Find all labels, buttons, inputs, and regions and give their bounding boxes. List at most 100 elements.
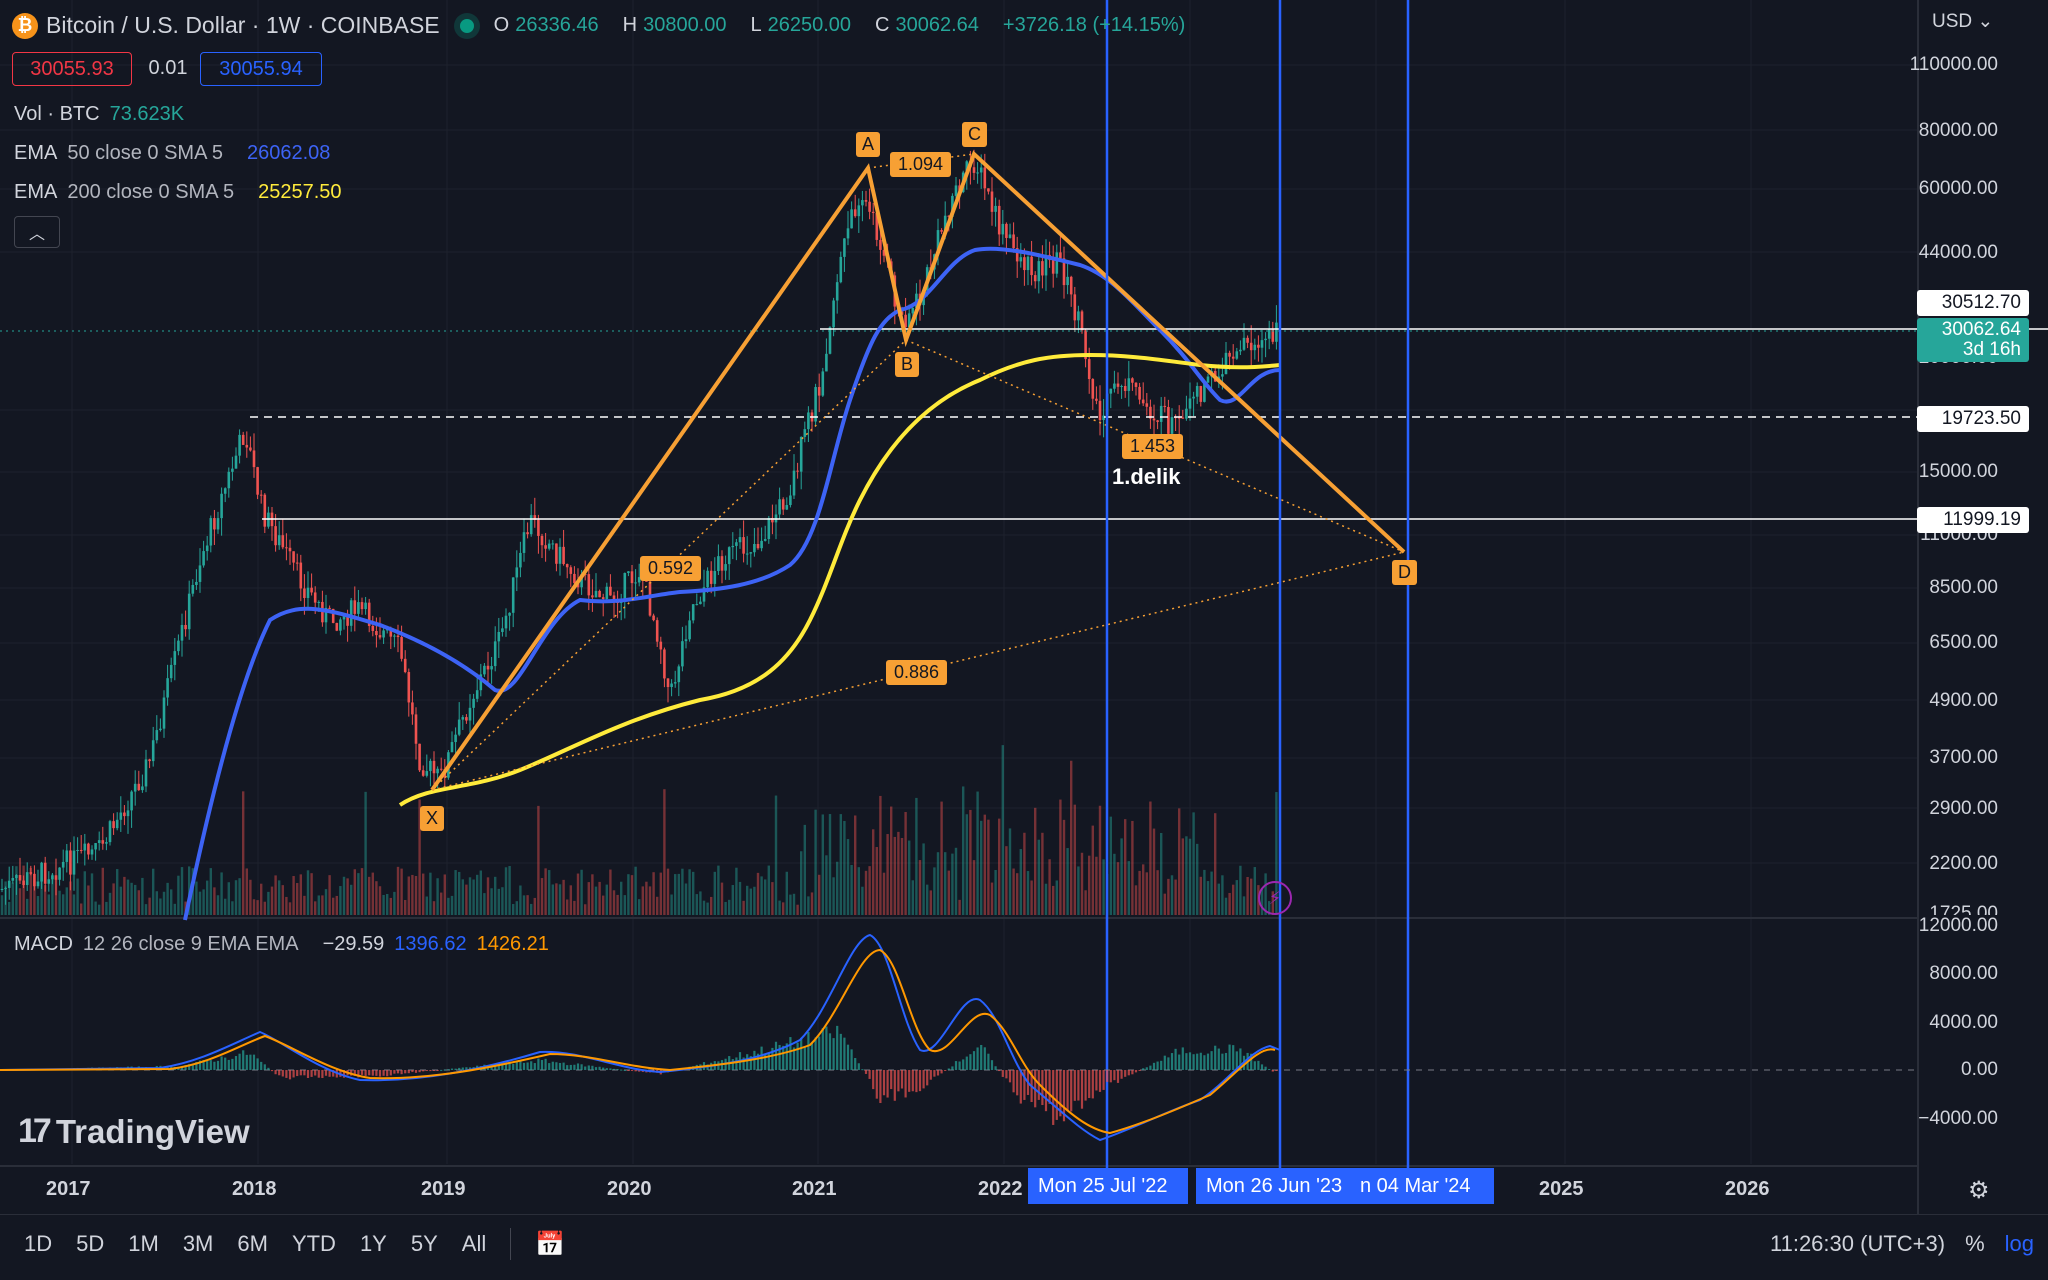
volume-legend[interactable]: Vol · BTC 73.623K xyxy=(14,103,185,125)
macd-histogram-bar xyxy=(879,1070,882,1104)
range-3m[interactable]: 3M xyxy=(182,1231,214,1256)
time-marker-jun-23[interactable]: Mon 26 Jun '23 xyxy=(1196,1168,1370,1204)
price-tag-low-level[interactable]: 11999.19 xyxy=(1917,507,2029,533)
candle-body xyxy=(1109,388,1113,394)
candle-body xyxy=(681,641,684,667)
chevron-up-icon[interactable]: ︿ xyxy=(14,216,60,248)
volume-bar xyxy=(26,898,29,915)
candle-body xyxy=(450,742,454,753)
price-tag-last[interactable]: 30062.64 3d 16h xyxy=(1917,318,2029,362)
volume-bar xyxy=(1275,792,1278,915)
volume-bar xyxy=(1217,883,1220,915)
ratio-label-xad[interactable]: 0.886 xyxy=(886,660,948,685)
ratio-label-xab[interactable]: 1.094 xyxy=(890,152,952,177)
percent-toggle[interactable]: % xyxy=(1965,1231,1985,1256)
candle-body xyxy=(940,230,943,232)
macd-line[interactable] xyxy=(0,933,1281,1142)
pattern-point-c[interactable]: C xyxy=(962,122,987,147)
sell-button[interactable]: 30055.93 xyxy=(12,52,132,86)
volume-bar xyxy=(515,901,518,915)
volume-bar xyxy=(220,872,223,915)
macd-histogram-bar xyxy=(249,1054,252,1070)
currency-selector[interactable]: USD ⌄ xyxy=(1932,11,1994,32)
volume-bar xyxy=(112,883,115,915)
candle-body xyxy=(1177,417,1181,419)
ratio-label-bcd[interactable]: 1.453 xyxy=(1122,434,1184,459)
candle-body xyxy=(375,630,378,636)
macd-histogram-bar xyxy=(216,1060,220,1070)
buy-button[interactable]: 30055.94 xyxy=(200,52,322,86)
candle-body xyxy=(835,282,839,301)
candle-body xyxy=(349,600,353,626)
volume-bar xyxy=(605,884,608,915)
ratio-label-abc[interactable]: 0.592 xyxy=(640,556,702,581)
ema-200-line[interactable] xyxy=(398,352,1281,807)
candle-body xyxy=(1192,396,1195,399)
year-tick: 2026 xyxy=(1725,1178,1770,1200)
tradingview-logo[interactable]: 17 TradingView xyxy=(18,1112,250,1150)
time-marker-mar-24[interactable]: n 04 Mar '24 xyxy=(1350,1168,1494,1204)
macd-histogram-bar xyxy=(324,1070,328,1076)
range-5y[interactable]: 5Y xyxy=(410,1231,438,1256)
range-1m[interactable]: 1M xyxy=(128,1231,159,1256)
volume-bar xyxy=(900,838,904,915)
volume-bar xyxy=(263,901,266,915)
symbol-header[interactable]: ₿ Bitcoin / U.S. Dollar · 1W · COINBASE … xyxy=(12,12,1185,39)
macd-histogram-bar xyxy=(598,1066,601,1070)
settings-gear-icon[interactable]: ⚙ xyxy=(1968,1177,1990,1204)
range-6m[interactable]: 6M xyxy=(237,1231,268,1256)
pattern-point-x[interactable]: X xyxy=(420,806,445,831)
price-tag-mid-level[interactable]: 19723.50 xyxy=(1917,406,2029,432)
candle-body xyxy=(565,564,569,568)
macd-legend[interactable]: MACD 12 26 close 9 EMA EMA −29.59 1396.6… xyxy=(14,933,549,955)
range-1y[interactable]: 1Y xyxy=(359,1231,387,1256)
volume-bar xyxy=(1253,867,1256,915)
macd-histogram-bar xyxy=(1088,1070,1091,1099)
price-tag-upper-level[interactable]: 30512.70 xyxy=(1917,290,2029,316)
volume-bar xyxy=(1016,873,1019,915)
pattern-point-a[interactable]: A xyxy=(856,132,881,157)
ema-50-line[interactable] xyxy=(183,246,1281,921)
annotation-text[interactable]: 1.delik xyxy=(1112,464,1181,489)
macd-histogram-bar xyxy=(1170,1053,1174,1070)
log-toggle[interactable]: log xyxy=(2004,1231,2034,1256)
bar-countdown: 3d 16h xyxy=(1962,339,2021,360)
ema200-legend[interactable]: EMA 200 close 0 SMA 5 25257.50 xyxy=(14,181,342,203)
volume-bar xyxy=(22,865,25,915)
candle-body xyxy=(184,624,187,630)
pattern-point-d[interactable]: D xyxy=(1392,560,1417,585)
ema50-legend[interactable]: EMA 50 close 0 SMA 5 26062.08 xyxy=(14,142,331,164)
volume-bar xyxy=(310,873,313,915)
price-tick: 3700.00 xyxy=(1929,747,1998,768)
lightning-icon[interactable]: ⚡ xyxy=(1258,881,1292,915)
time-marker-jul-22[interactable]: Mon 25 Jul '22 xyxy=(1028,1168,1188,1204)
time-axis[interactable]: 2017 2018 2019 2020 2021 2022 2025 2026 xyxy=(0,1168,1918,1210)
symbol-title[interactable]: Bitcoin / U.S. Dollar · 1W · COINBASE xyxy=(46,12,440,38)
range-ytd[interactable]: YTD xyxy=(291,1231,336,1256)
candle-body xyxy=(1084,330,1087,360)
macd-histogram-bar xyxy=(911,1070,914,1092)
candle-body xyxy=(695,604,699,606)
volume-bar xyxy=(663,789,666,915)
range-1d[interactable]: 1D xyxy=(24,1231,53,1256)
range-5d[interactable]: 5D xyxy=(76,1231,105,1256)
market-status-icon[interactable] xyxy=(459,18,474,33)
pattern-point-b[interactable]: B xyxy=(895,352,920,377)
volume-bar xyxy=(580,869,583,915)
volume-bar xyxy=(735,867,738,915)
macd-histogram-bar xyxy=(803,1047,806,1070)
macd-histogram-bar xyxy=(314,1070,317,1076)
candle-body xyxy=(1199,386,1203,402)
macd-histogram-bar xyxy=(1005,1070,1008,1079)
macd-histogram-bar xyxy=(886,1070,889,1098)
price-tick: 2900.00 xyxy=(1929,798,1998,819)
go-to-date-icon[interactable]: 📅 xyxy=(535,1230,566,1258)
candle-body xyxy=(148,759,151,762)
macd-signal-line[interactable] xyxy=(0,948,1276,1135)
clock[interactable]: 11:26:30 (UTC+3) xyxy=(1770,1231,1946,1256)
macd-histogram-bar xyxy=(908,1070,911,1092)
volume-bar xyxy=(825,855,828,915)
macd-histogram-bar xyxy=(220,1056,223,1070)
range-all[interactable]: All xyxy=(461,1231,487,1256)
